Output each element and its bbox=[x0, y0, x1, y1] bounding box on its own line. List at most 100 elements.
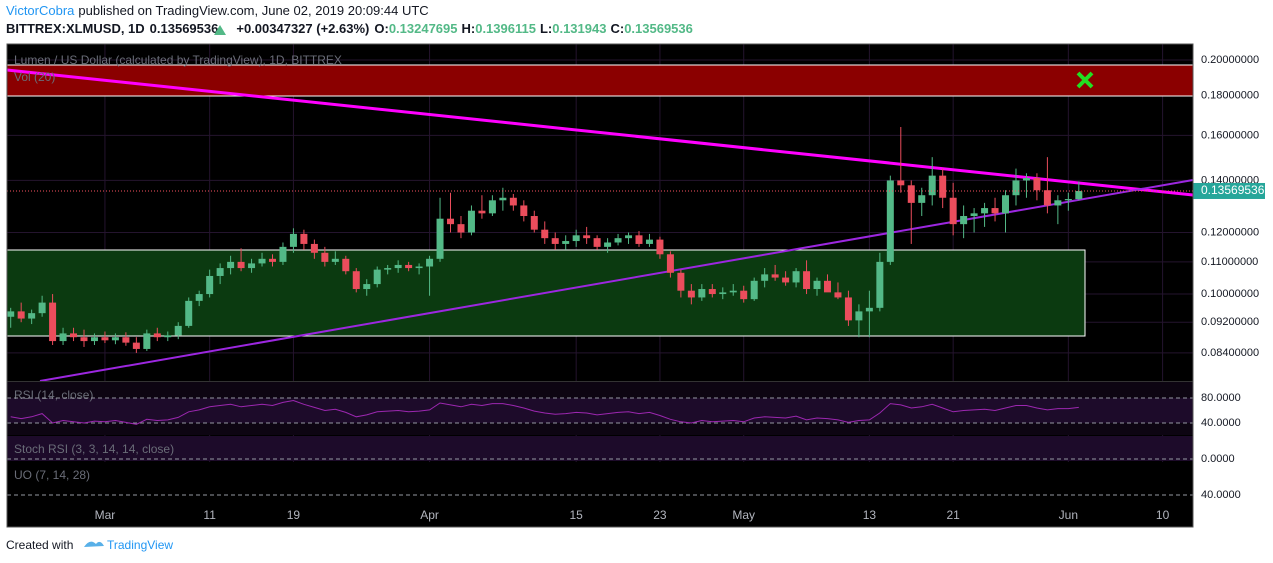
header-line-2: BITTREX:XLMUSD, 1D 0.13569536 +0.00347327 … bbox=[6, 21, 693, 36]
candle-body bbox=[834, 292, 842, 298]
candle-body bbox=[363, 284, 371, 290]
candle-body bbox=[447, 218, 455, 225]
candle-body bbox=[729, 290, 737, 293]
candle-body bbox=[90, 337, 98, 342]
x-tick-label: Jun bbox=[1059, 508, 1078, 522]
candle-body bbox=[625, 235, 633, 239]
candle-body bbox=[1043, 190, 1051, 206]
candle-body bbox=[844, 297, 852, 321]
chart-title: Lumen / US Dollar (calculated by Trading… bbox=[14, 53, 342, 67]
candle-body bbox=[687, 290, 695, 298]
candle-body bbox=[457, 224, 465, 233]
x-tick-label: 21 bbox=[946, 508, 960, 522]
candle-body bbox=[111, 337, 119, 341]
candle-body bbox=[1002, 195, 1010, 214]
indicator-tick-label: 80.0000 bbox=[1201, 392, 1241, 404]
candle-body bbox=[645, 239, 653, 244]
candle-body bbox=[656, 239, 664, 255]
candle-body bbox=[373, 269, 381, 285]
candle-body bbox=[164, 335, 172, 338]
tv-logo bbox=[84, 541, 104, 547]
uptrend-line bbox=[39, 179, 1194, 382]
candle-body bbox=[562, 241, 570, 244]
candle-body bbox=[143, 333, 151, 349]
candle-body bbox=[216, 268, 224, 276]
indicator-tick-label: 0.0000 bbox=[1201, 453, 1235, 465]
x-tick-label: 23 bbox=[653, 508, 667, 522]
candle-body bbox=[467, 210, 475, 233]
candle-body bbox=[426, 258, 434, 267]
candle-body bbox=[499, 197, 507, 201]
o-value: 0.13247695 bbox=[389, 21, 458, 36]
header-line-1: VictorCobra published on TradingView.com,… bbox=[6, 3, 429, 18]
candle-body bbox=[174, 325, 182, 336]
h-value: 0.1396115 bbox=[475, 21, 536, 36]
candle-body bbox=[865, 307, 873, 312]
candle-body bbox=[248, 263, 256, 269]
candle-body bbox=[70, 333, 78, 338]
candle-body bbox=[803, 271, 811, 290]
published: published on TradingView.com, June 02, 2… bbox=[78, 3, 428, 18]
y-tick-label: 0.12000000 bbox=[1201, 226, 1259, 238]
price-axis bbox=[1193, 44, 1265, 527]
resistance-zone bbox=[6, 64, 1194, 97]
candle-body bbox=[237, 261, 245, 269]
candle-body bbox=[792, 271, 800, 283]
candle-body bbox=[1022, 178, 1030, 181]
candle-body bbox=[541, 229, 549, 239]
candle-body bbox=[258, 258, 266, 264]
y-tick-label: 0.16000000 bbox=[1201, 129, 1259, 141]
candle-body bbox=[342, 258, 350, 272]
candle-body bbox=[478, 210, 486, 214]
candle-body bbox=[122, 337, 130, 343]
candle-body bbox=[551, 238, 559, 244]
candle-body bbox=[635, 235, 643, 244]
candle-body bbox=[960, 216, 968, 225]
candle-body bbox=[991, 208, 999, 214]
footer-brand[interactable]: TradingView bbox=[107, 538, 173, 552]
candle-body bbox=[813, 280, 821, 290]
y-tick-label: 0.08400000 bbox=[1201, 347, 1259, 359]
candle-body bbox=[509, 197, 517, 206]
l-label: L: bbox=[540, 21, 552, 36]
candle-body bbox=[59, 333, 67, 342]
candle-body bbox=[1012, 180, 1020, 196]
symbol: BITTREX:XLMUSD, 1D bbox=[6, 21, 145, 36]
candle-body bbox=[405, 264, 413, 269]
candle-body bbox=[321, 252, 329, 262]
stoch-pane bbox=[7, 436, 1193, 461]
x-tick-label: Apr bbox=[420, 508, 439, 522]
x-tick-label: 11 bbox=[203, 508, 216, 522]
candle-body bbox=[970, 213, 978, 217]
y-tick-label: 0.20000000 bbox=[1201, 54, 1259, 66]
candle-body bbox=[227, 261, 235, 269]
candle-body bbox=[206, 275, 214, 295]
candle-body bbox=[38, 302, 46, 314]
last-price: 0.13569536 bbox=[150, 21, 219, 36]
candle-body bbox=[384, 268, 392, 270]
candle-body bbox=[17, 311, 25, 319]
change: +0.00347327 (+2.63%) bbox=[236, 21, 369, 36]
candle-body bbox=[740, 290, 748, 300]
l-value: 0.131943 bbox=[552, 21, 606, 36]
candle-body bbox=[195, 294, 203, 301]
candle-body bbox=[708, 289, 716, 295]
candle-body bbox=[331, 258, 339, 262]
candle-body bbox=[593, 238, 601, 247]
candle-body bbox=[28, 313, 36, 319]
c-value: 0.13569536 bbox=[624, 21, 693, 36]
candle-body bbox=[761, 274, 769, 281]
candle-body bbox=[604, 242, 612, 247]
y-tick-label: 0.11000000 bbox=[1201, 256, 1258, 268]
candle-body bbox=[750, 280, 758, 300]
author[interactable]: VictorCobra bbox=[6, 3, 75, 18]
candle-body bbox=[771, 274, 779, 278]
candle-body bbox=[949, 197, 957, 225]
candle-body bbox=[101, 337, 109, 341]
candle-body bbox=[981, 208, 989, 214]
indicator-tick-label: 40.0000 bbox=[1201, 417, 1241, 429]
candle-body bbox=[782, 277, 790, 283]
indicator-label: RSI (14, close) bbox=[14, 388, 93, 402]
downtrend-line bbox=[6, 68, 1194, 197]
x-tick-label: 13 bbox=[863, 508, 877, 522]
